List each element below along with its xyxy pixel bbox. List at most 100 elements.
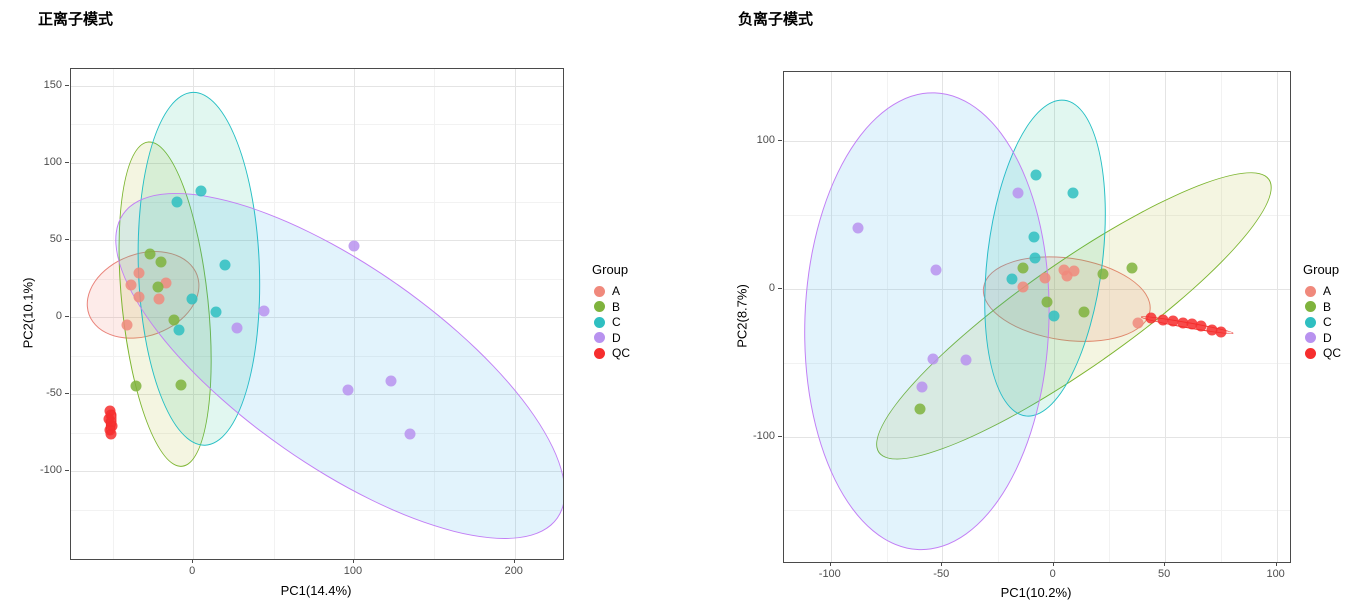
x-tick-label: 100: [1266, 568, 1285, 580]
gridline-y-major: [71, 240, 563, 242]
gridline-x-minor: [886, 72, 888, 562]
data-point-A: [133, 291, 145, 303]
data-point-A: [153, 293, 165, 305]
plot-panel-negative: [783, 71, 1291, 563]
data-point-C: [195, 185, 207, 197]
gridline-x-minor: [273, 69, 275, 559]
data-point-D: [960, 354, 972, 366]
gridline-x-minor: [1109, 72, 1111, 562]
data-point-D: [348, 240, 360, 252]
data-point-C: [1067, 187, 1079, 199]
y-tick-label: 100: [43, 155, 62, 168]
data-point-B: [1126, 262, 1138, 274]
y-tick-label: -50: [46, 387, 62, 400]
y-tick-label: 150: [43, 78, 62, 91]
data-point-A: [1039, 272, 1051, 284]
gridline-y-major: [71, 394, 563, 396]
data-point-D: [927, 353, 939, 365]
data-point-QC: [1145, 312, 1157, 324]
data-point-C: [186, 293, 198, 305]
x-tick-label: 100: [343, 565, 363, 577]
legend-swatch-QC: [1305, 347, 1316, 359]
legend-label-C: C: [612, 315, 621, 329]
x-tick-label: -100: [818, 568, 841, 580]
y-tick-label: 0: [768, 281, 775, 294]
data-point-D: [930, 264, 942, 276]
data-point-D: [404, 428, 416, 440]
gridline-x-major: [514, 69, 516, 559]
data-point-D: [852, 222, 864, 234]
legend-label-QC: QC: [1323, 346, 1341, 360]
plot-title-negative-mode: 负离子模式: [738, 11, 814, 28]
gridline-x-major: [353, 69, 355, 559]
legend-swatch-A: [594, 285, 605, 297]
x-tick-mark: [192, 559, 194, 563]
gridline-y-minor: [71, 355, 563, 357]
data-point-A: [133, 267, 145, 279]
data-point-D: [342, 384, 354, 396]
data-point-A: [121, 319, 133, 331]
legend-swatch-QC: [594, 347, 605, 359]
data-point-A: [1061, 270, 1073, 282]
x-tick-label: -50: [933, 568, 950, 580]
y-axis-title-negative: PC2(8.7%): [734, 284, 750, 348]
x-tick-label: 50: [1158, 568, 1171, 580]
x-tick-label: 0: [1049, 568, 1056, 580]
legend-swatch-B: [1305, 301, 1316, 312]
legend-label-A: A: [612, 284, 621, 298]
gridline-y-major: [784, 288, 1290, 290]
data-point-A: [1132, 317, 1144, 329]
x-tick-mark: [1164, 562, 1166, 566]
data-point-A: [160, 277, 172, 289]
gridline-y-major: [71, 162, 563, 164]
gridline-x-minor: [112, 69, 114, 559]
y-tick-label: 50: [49, 233, 62, 246]
x-tick-mark: [941, 562, 943, 566]
x-axis-title-positive: PC1(14.4%): [280, 583, 352, 598]
data-point-C: [219, 259, 231, 271]
data-point-C: [171, 196, 183, 208]
data-point-B: [1017, 262, 1028, 274]
data-point-QC: [1167, 315, 1179, 327]
legend-label-D: D: [612, 330, 621, 345]
data-point-B: [130, 380, 142, 392]
legend-swatch-D: [1305, 332, 1316, 343]
legend-label-A: A: [1323, 284, 1332, 298]
gridline-y-minor: [71, 509, 563, 511]
legend-label-C: C: [1323, 315, 1332, 329]
y-tick-label: -100: [752, 429, 775, 442]
gridline-y-major: [71, 317, 563, 319]
data-point-B: [1041, 296, 1053, 308]
data-point-D: [231, 322, 243, 334]
y-axis-title-positive: PC2(10.1%): [20, 277, 36, 349]
gridline-x-major: [830, 72, 832, 562]
data-point-C: [1029, 252, 1041, 264]
data-point-B: [1078, 306, 1090, 318]
gridline-x-major: [1276, 72, 1278, 562]
data-point-QC: [1206, 324, 1218, 336]
data-point-D: [916, 381, 928, 393]
data-point-QC: [1215, 326, 1227, 338]
x-tick-label: 200: [504, 565, 523, 577]
data-point-B: [152, 281, 164, 293]
y-tick-mark: [65, 316, 69, 318]
x-tick-mark: [513, 559, 515, 563]
data-point-B: [144, 248, 156, 260]
legend-swatch-B: [594, 301, 605, 312]
data-point-B: [914, 403, 926, 414]
x-tick-mark: [352, 559, 354, 563]
gridline-y-minor: [784, 510, 1290, 512]
legend-label-D: D: [1323, 330, 1332, 345]
plot-title-positive-mode: 正离子模式: [38, 11, 114, 28]
gridline-x-major: [193, 69, 195, 559]
gridline-x-major: [942, 72, 944, 562]
data-point-QC: [1186, 318, 1198, 330]
gridline-y-minor: [784, 362, 1290, 364]
gridline-y-minor: [71, 278, 563, 280]
x-axis-title-negative: PC1(10.2%): [1000, 585, 1072, 600]
data-point-D: [1012, 187, 1024, 199]
x-tick-label: 0: [189, 565, 196, 577]
data-point-C: [1028, 231, 1040, 243]
data-point-D: [258, 305, 270, 317]
